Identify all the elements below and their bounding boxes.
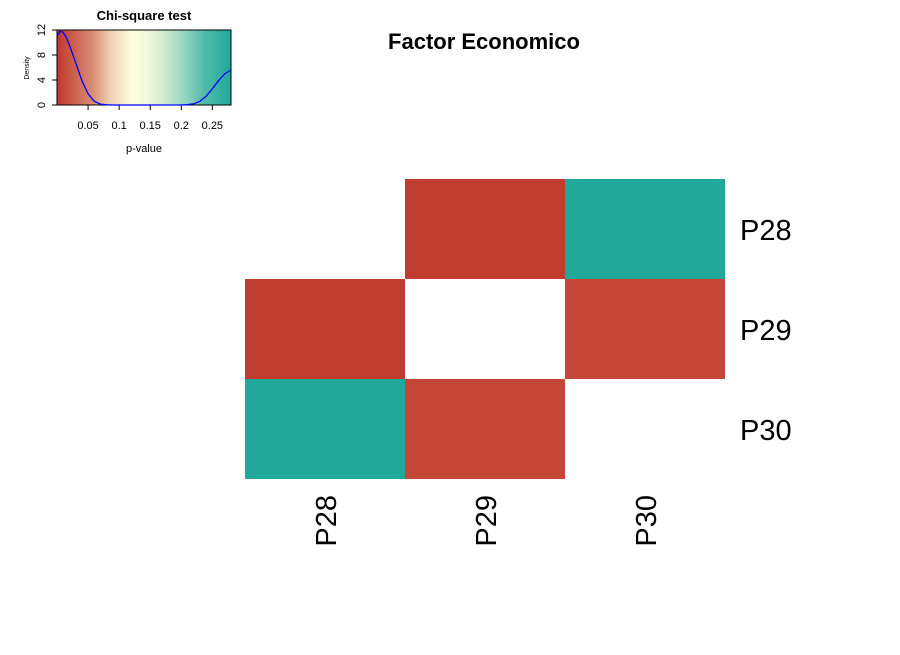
chart-title: Factor Economico <box>388 29 580 54</box>
key-x-tick-label: 0.05 <box>77 120 98 132</box>
color-key-x-axis: 0.05 0.1 0.15 0.2 0.25 <box>77 105 223 132</box>
heatmap-cell-P28-P29 <box>405 179 565 279</box>
key-y-tick-label: 8 <box>36 52 48 58</box>
column-labels: P28 P29 P30 <box>311 495 663 547</box>
heatmap-cell-P28-P30 <box>565 179 725 279</box>
key-y-tick-label: 4 <box>36 77 48 83</box>
heatmap-cells <box>245 179 725 479</box>
color-key-x-label: p-value <box>126 143 162 155</box>
key-x-tick-label: 0.2 <box>174 120 189 132</box>
key-x-tick-label: 0.25 <box>202 120 223 132</box>
key-y-tick-label: 12 <box>36 24 48 36</box>
color-key: Chi-square test 0 4 8 12 0.05 0.1 0.15 0.2 0.25… <box>24 8 232 155</box>
row-label: P28 <box>740 215 792 247</box>
color-key-title: Chi-square test <box>97 8 192 23</box>
key-x-tick-label: 0.1 <box>111 120 126 132</box>
column-label: P29 <box>471 495 503 547</box>
row-label: P30 <box>740 415 792 447</box>
row-labels: P28 P29 P30 <box>740 215 792 447</box>
key-x-tick-label: 0.15 <box>140 120 161 132</box>
color-key-gradient <box>56 29 232 106</box>
row-label: P29 <box>740 315 792 347</box>
heatmap-cell-P30-P28 <box>245 379 405 479</box>
color-key-y-axis: 0 4 8 12 <box>36 24 57 108</box>
color-key-y-label: Density <box>24 56 31 80</box>
column-label: P30 <box>631 495 663 547</box>
column-label: P28 <box>311 495 343 547</box>
heatmap-cell-P30-P29 <box>405 379 565 479</box>
key-y-tick-label: 0 <box>36 102 48 108</box>
heatmap-cell-P29-P30 <box>565 279 725 379</box>
density-curve <box>56 30 232 106</box>
heatmap-cell-P29-P28 <box>245 279 405 379</box>
